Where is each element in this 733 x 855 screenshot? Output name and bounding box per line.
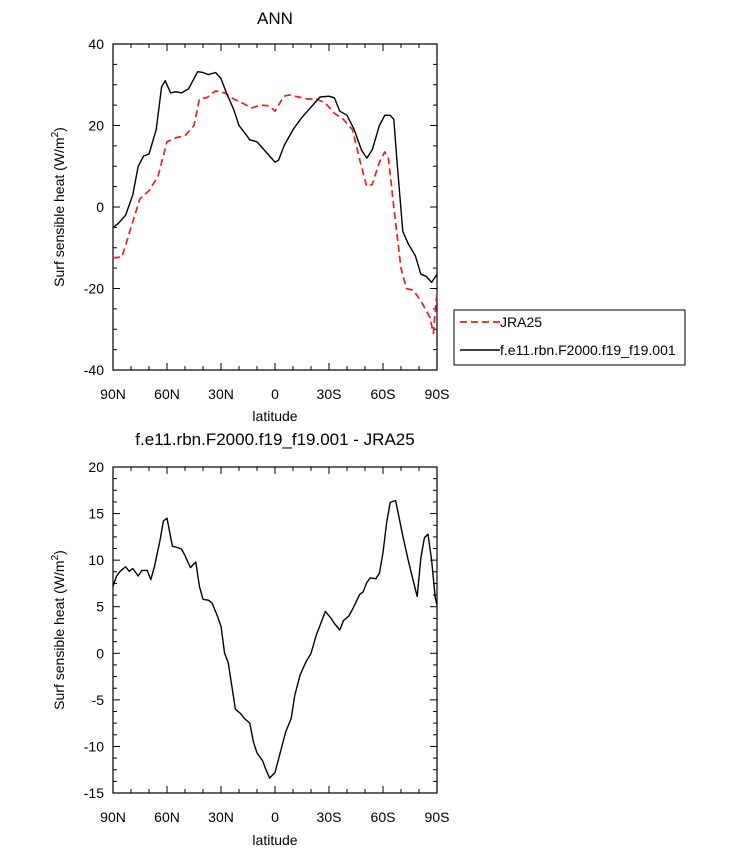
x-tick-label: 30S — [317, 809, 342, 825]
y-tick-label: 0 — [96, 199, 104, 215]
x-axis-label: latitude — [252, 408, 297, 424]
y-tick-label: -15 — [84, 785, 104, 801]
y-tick-label: 5 — [96, 599, 104, 615]
x-tick-label: 60N — [154, 809, 180, 825]
x-tick-label: 90S — [425, 809, 450, 825]
chart-title: f.e11.rbn.F2000.f19_f19.001 - JRA25 — [135, 430, 414, 449]
y-tick-label: -40 — [84, 362, 104, 378]
y-tick-label: -20 — [84, 281, 104, 297]
y-axis-label-end: ) — [51, 550, 67, 555]
legend-entry-0: JRA25 — [500, 314, 542, 330]
y-axis-label: Surf sensible heat (W/m2) — [50, 127, 67, 287]
y-axis-label-superscript: 2 — [50, 131, 61, 137]
x-tick-label: 0 — [271, 386, 279, 402]
y-tick-label: 40 — [88, 36, 104, 52]
x-axis-label: latitude — [252, 832, 297, 848]
bottom-panel: 90N 60N 30N 0 30S 60S 90S -15 -10 -5 0 5 10 15 20 f.e11… — [50, 430, 449, 848]
top-panel: 90N 60N 30N 0 30S 60S 90S -40 -20 0 20 40 ANN latitud… — [50, 9, 449, 424]
y-axis-label-text: Surf sensible heat (W/m — [51, 560, 67, 709]
y-axis-label-end: ) — [51, 127, 67, 132]
plot-frame — [112, 43, 438, 371]
x-tick-label: 30N — [208, 386, 234, 402]
x-tick-label: 60S — [371, 386, 396, 402]
legend-box — [453, 309, 686, 366]
x-tick-label: 90N — [100, 809, 126, 825]
y-tick-label: -5 — [92, 692, 105, 708]
y-tick-label: 20 — [88, 118, 104, 134]
y-tick-label: 0 — [96, 645, 104, 661]
x-tick-label: 0 — [271, 809, 279, 825]
chart-title: ANN — [257, 9, 293, 28]
x-tick-label: 90S — [425, 386, 450, 402]
y-tick-label: 10 — [88, 552, 104, 568]
y-axis-label: Surf sensible heat (W/m2) — [50, 550, 67, 710]
x-tick-label: 60S — [371, 809, 396, 825]
series-line-0 — [112, 499, 438, 779]
y-tick-label: 15 — [88, 506, 104, 522]
legend-entry-1: f.e11.rbn.F2000.f19_f19.001 — [500, 342, 676, 358]
series-line-1 — [112, 71, 438, 284]
x-tick-label: 90N — [100, 386, 126, 402]
y-tick-label: 20 — [88, 459, 104, 475]
y-axis-label-superscript: 2 — [50, 554, 61, 560]
x-tick-label: 30N — [208, 809, 234, 825]
series-line-0 — [112, 90, 438, 335]
x-tick-label: 30S — [317, 386, 342, 402]
x-tick-label: 60N — [154, 386, 180, 402]
y-axis-label-text: Surf sensible heat (W/m — [51, 137, 67, 286]
y-tick-label: -10 — [84, 738, 104, 754]
legend: JRA25 f.e11.rbn.F2000.f19_f19.001 — [453, 309, 686, 366]
